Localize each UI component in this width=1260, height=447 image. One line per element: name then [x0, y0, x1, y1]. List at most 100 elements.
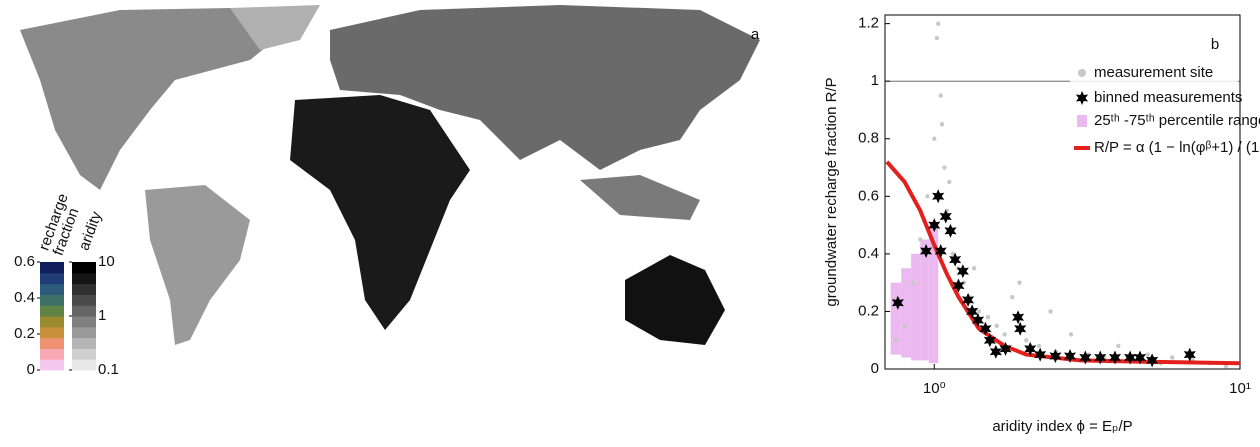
site-point [942, 165, 947, 170]
world-map [20, 5, 760, 345]
binned-star [999, 341, 1012, 356]
land-greenland [230, 5, 320, 50]
site-point [1116, 343, 1121, 349]
colorbar-cell [40, 337, 64, 349]
colorbar-cell [40, 305, 64, 317]
x-tick-label: 10¹ [1229, 380, 1251, 397]
colorbar-cell [72, 359, 96, 371]
binned-star [920, 244, 933, 258]
binned-star [891, 295, 904, 310]
binned-star [1034, 347, 1047, 362]
colorbar-tick-label: 10 [98, 253, 115, 270]
colorbar-cell [40, 283, 64, 295]
site-point [939, 122, 945, 127]
site-point [971, 266, 977, 271]
land-eurasia [330, 5, 760, 170]
site-point [910, 280, 915, 285]
binned-star [962, 292, 975, 307]
percentile-range [901, 268, 912, 358]
binned-star [1094, 350, 1107, 365]
binned-star [989, 344, 1002, 359]
site-point [1010, 294, 1015, 300]
binned-star [1014, 321, 1027, 336]
site-point [925, 194, 930, 199]
y-tick-label: 0 [871, 360, 879, 377]
panel-label: a [751, 26, 760, 43]
binned-star [971, 313, 985, 328]
y-axis-label: groundwater recharge fraction R/P [823, 77, 840, 306]
legend-symbol [1078, 69, 1086, 77]
legend-label: measurement site [1094, 64, 1213, 81]
colorbar-cell [72, 316, 96, 328]
binned-star [983, 333, 996, 348]
binned-star [944, 223, 957, 238]
legend-label: binned measurements [1094, 89, 1242, 106]
site-point [1036, 343, 1042, 349]
binned-star [1012, 310, 1025, 325]
binned-star [1183, 347, 1196, 362]
binned-star [1049, 349, 1062, 363]
site-point [1068, 332, 1074, 337]
colorbar-cell [40, 359, 64, 371]
percentile-range [934, 225, 939, 364]
site-point [950, 251, 956, 257]
colorbar-cell [40, 348, 64, 360]
colorbar-cell [72, 348, 96, 360]
binned-star [966, 304, 979, 319]
binned-star [934, 244, 947, 258]
legend-symbol [1077, 115, 1087, 127]
binned-star [1064, 349, 1077, 363]
legend-label: R/P = α (1 − ln(φᵝ+1) / (1+ln(φᵝ+1))) [1094, 139, 1260, 156]
legend-box [1070, 60, 1238, 165]
y-tick-label: 1 [871, 72, 879, 89]
x-tick-label: 10⁰ [923, 380, 946, 397]
colorbar-cell [72, 272, 96, 285]
colorbar-tick-label: 0.4 [14, 289, 35, 306]
colorbar-cell [72, 305, 96, 317]
colorbar-tick-label: 1 [98, 307, 106, 324]
y-tick-label: 1.2 [858, 15, 879, 32]
binned-star [1108, 350, 1121, 365]
site-point [985, 314, 991, 320]
site-point [902, 323, 907, 329]
legend-label: 25ᵗʰ -75ᵗʰ percentile range [1094, 112, 1260, 129]
binned-star [979, 321, 992, 336]
plot-frame [884, 14, 1241, 370]
binned-star [952, 278, 965, 293]
binned-star [932, 189, 945, 204]
binned-star [928, 218, 941, 233]
site-point [947, 179, 952, 185]
percentile-range [911, 253, 921, 361]
colorbar-cell [40, 272, 64, 285]
colorbar-cell [40, 326, 64, 339]
binned-star [939, 209, 952, 224]
site-point [1145, 352, 1151, 357]
colorbar-cell [40, 294, 64, 306]
colorbar-tick-label: 0.6 [14, 253, 35, 270]
site-point [994, 323, 999, 329]
land-north-america [20, 8, 300, 190]
model-curve [885, 160, 1241, 366]
binned-star [1134, 350, 1147, 365]
y-tick-label: 0.2 [858, 302, 879, 319]
panel-label: b [1211, 36, 1219, 53]
binned-star [949, 252, 962, 267]
land-africa [290, 95, 470, 330]
site-point [934, 35, 940, 41]
percentile-range [920, 239, 929, 361]
land-south-america [145, 185, 250, 345]
y-tick-label: 0.8 [858, 130, 879, 147]
x-axis-label: aridity index ϕ = Eₚ/P [992, 418, 1132, 435]
binned-star [1124, 350, 1137, 365]
site-point [1024, 338, 1029, 343]
site-point [938, 93, 943, 98]
percentile-range [890, 282, 902, 355]
colorbar-tick-label: 0 [27, 361, 35, 378]
y-tick-label: 0.6 [858, 187, 879, 204]
binned-star [1079, 350, 1092, 365]
colorbar-cell [40, 262, 64, 274]
colorbar-cell [40, 316, 64, 328]
land-australia [625, 255, 725, 345]
site-point [1017, 280, 1022, 285]
